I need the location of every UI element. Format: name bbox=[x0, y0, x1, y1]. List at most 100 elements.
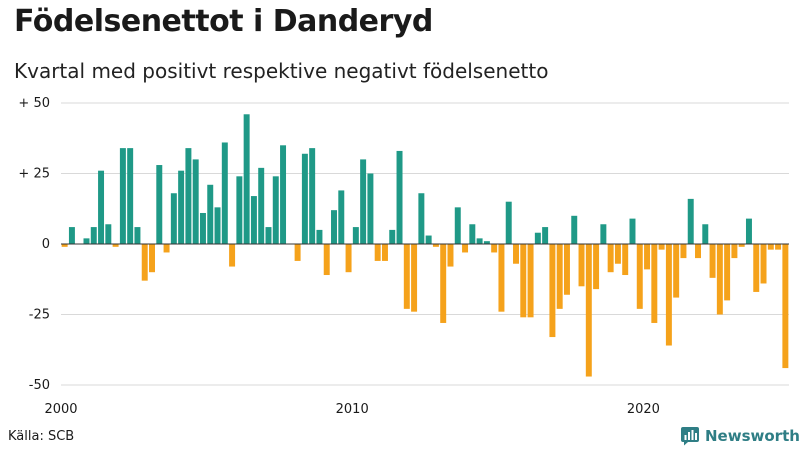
bar-2003Q1 bbox=[149, 244, 155, 273]
bar-2010Q3 bbox=[367, 173, 374, 244]
y-tick-label: -50 bbox=[29, 378, 50, 393]
bar-2007Q3 bbox=[280, 145, 287, 244]
bar-2012Q1 bbox=[411, 244, 418, 312]
bar-2013Q2 bbox=[447, 244, 454, 267]
bar-2013Q1 bbox=[440, 244, 447, 323]
bar-2009Q3 bbox=[338, 190, 345, 244]
bar-2015Q3 bbox=[513, 244, 519, 264]
bar-2018Q2 bbox=[593, 244, 600, 290]
newsworthy-icon bbox=[681, 427, 699, 446]
bar-2008Q3 bbox=[309, 148, 316, 244]
bar-2001Q1 bbox=[90, 227, 97, 244]
bar-2010Q4 bbox=[374, 244, 381, 261]
x-tick-label: 2020 bbox=[627, 402, 660, 417]
y-axis-labels: + 50 + 25 0 -25 -50 bbox=[18, 96, 50, 393]
bar-2000Q1 bbox=[61, 244, 68, 247]
y-tick-label: -25 bbox=[29, 308, 50, 323]
bar-2006Q1 bbox=[236, 176, 243, 244]
y-tick-label: + 50 bbox=[18, 96, 50, 111]
bar-2016Q3 bbox=[542, 227, 549, 244]
bar-2021Q2 bbox=[680, 244, 687, 259]
bar-2011Q1 bbox=[381, 244, 388, 261]
bar-2008Q2 bbox=[301, 153, 308, 244]
x-tick-label: 2000 bbox=[44, 402, 77, 417]
bar-2010Q1 bbox=[352, 227, 359, 244]
bar-2019Q4 bbox=[636, 244, 643, 309]
y-tick-label: + 25 bbox=[18, 167, 50, 182]
bar-2006Q2 bbox=[243, 114, 250, 244]
bar-2021Q4 bbox=[695, 244, 701, 259]
bar-2005Q4 bbox=[229, 244, 236, 267]
bars bbox=[61, 114, 789, 377]
bar-2004Q1 bbox=[178, 170, 185, 244]
x-tick-label: 2010 bbox=[336, 402, 369, 417]
bar-2023Q2 bbox=[738, 244, 745, 247]
bar-2011Q2 bbox=[389, 229, 396, 244]
bar-2016Q4 bbox=[549, 244, 556, 338]
bar-2001Q2 bbox=[98, 170, 105, 244]
bar-2018Q1 bbox=[585, 244, 592, 377]
bar-2005Q2 bbox=[214, 207, 221, 244]
bar-2022Q4 bbox=[724, 244, 731, 301]
bar-2000Q2 bbox=[68, 227, 75, 244]
bar-2018Q3 bbox=[600, 224, 607, 244]
bar-2001Q3 bbox=[105, 224, 112, 244]
bar-2014Q1 bbox=[469, 224, 476, 244]
bar-2009Q1 bbox=[323, 244, 330, 276]
bar-2017Q1 bbox=[556, 244, 563, 309]
bar-2004Q4 bbox=[199, 212, 206, 244]
bar-2015Q4 bbox=[520, 244, 527, 318]
bar-2019Q2 bbox=[622, 244, 629, 276]
bar-2006Q4 bbox=[258, 167, 265, 244]
bar-2020Q3 bbox=[658, 244, 665, 250]
bar-2001Q4 bbox=[112, 244, 119, 247]
bar-2010Q2 bbox=[360, 159, 367, 244]
bar-2004Q2 bbox=[185, 148, 192, 244]
source-note: Källa: SCB bbox=[8, 429, 75, 444]
bar-2020Q2 bbox=[651, 244, 658, 323]
bar-2008Q4 bbox=[316, 229, 323, 244]
bar-2007Q2 bbox=[272, 176, 279, 244]
bar-2022Q2 bbox=[709, 244, 716, 278]
bar-2014Q4 bbox=[491, 244, 498, 253]
bar-2014Q3 bbox=[483, 241, 490, 244]
chart-title: Födelsenettot i Danderyd bbox=[14, 4, 433, 39]
bar-2004Q3 bbox=[192, 159, 199, 244]
bar-2009Q4 bbox=[345, 244, 352, 273]
bar-2023Q3 bbox=[745, 218, 752, 244]
bar-2000Q4 bbox=[83, 238, 90, 244]
bar-2012Q3 bbox=[425, 235, 432, 244]
bar-2014Q2 bbox=[476, 238, 483, 244]
bar-2011Q4 bbox=[403, 244, 410, 309]
bar-2002Q3 bbox=[134, 227, 141, 244]
bar-2016Q2 bbox=[534, 232, 541, 244]
bar-2017Q2 bbox=[563, 244, 570, 295]
bar-2003Q4 bbox=[170, 193, 177, 244]
bar-2023Q1 bbox=[731, 244, 738, 259]
bar-2020Q1 bbox=[644, 244, 651, 270]
bar-2012Q4 bbox=[432, 244, 439, 247]
bar-2005Q1 bbox=[207, 184, 214, 244]
bar-2009Q2 bbox=[331, 210, 337, 244]
bar-2018Q4 bbox=[607, 244, 614, 273]
bar-2021Q3 bbox=[687, 198, 694, 244]
bar-2019Q1 bbox=[614, 244, 621, 264]
bar-2022Q3 bbox=[716, 244, 723, 315]
bar-2002Q2 bbox=[127, 148, 134, 244]
bar-2017Q4 bbox=[578, 244, 585, 287]
bar-2021Q1 bbox=[673, 244, 680, 298]
bar-2020Q4 bbox=[665, 244, 672, 346]
bar-2024Q3 bbox=[775, 244, 782, 250]
bar-2015Q1 bbox=[498, 244, 505, 312]
bar-2023Q4 bbox=[753, 244, 760, 292]
x-axis-labels: 2000 2010 2020 bbox=[44, 402, 659, 417]
bar-2016Q1 bbox=[527, 244, 534, 318]
bar-2019Q3 bbox=[629, 218, 636, 244]
brand-logo[interactable]: Newsworthy bbox=[680, 426, 800, 446]
bar-2011Q3 bbox=[396, 150, 403, 244]
bar-2015Q2 bbox=[505, 201, 512, 244]
bar-2017Q3 bbox=[571, 215, 578, 244]
bar-2005Q3 bbox=[221, 142, 228, 244]
bar-2024Q4 bbox=[782, 244, 789, 369]
